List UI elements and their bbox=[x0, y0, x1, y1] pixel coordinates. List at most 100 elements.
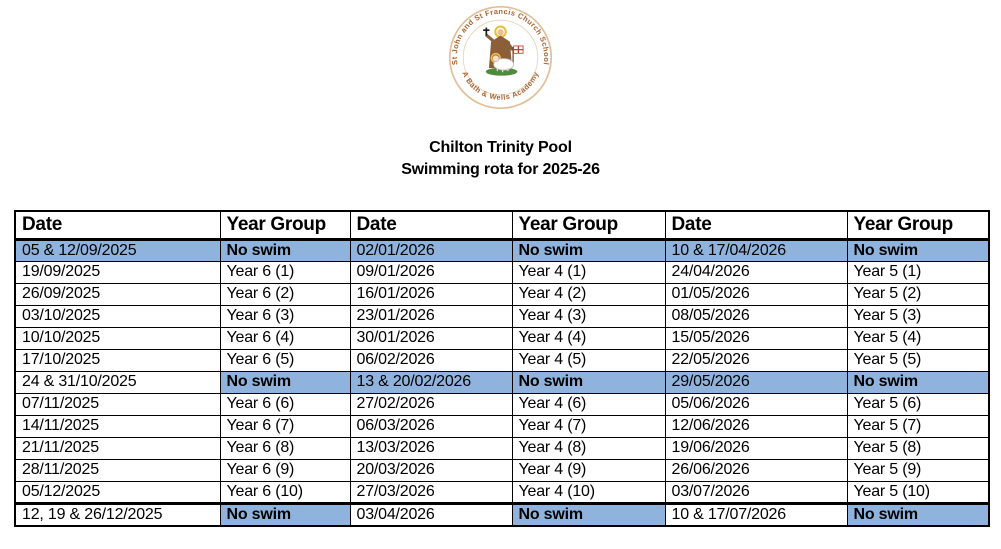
year-group-cell: Year 5 (3) bbox=[846, 304, 990, 328]
year-group-cell: No swim bbox=[511, 370, 666, 394]
column-header: Date bbox=[349, 210, 513, 241]
year-group-cell: Year 5 (1) bbox=[846, 260, 990, 284]
date-cell: 10/10/2025 bbox=[14, 326, 221, 350]
year-group-cell: Year 6 (7) bbox=[219, 414, 351, 438]
year-group-cell: Year 6 (5) bbox=[219, 348, 351, 372]
column-header: Date bbox=[664, 210, 848, 241]
date-cell: 29/05/2026 bbox=[664, 370, 848, 394]
year-group-cell: Year 5 (10) bbox=[846, 480, 990, 504]
column-header: Year Group bbox=[846, 210, 990, 241]
date-cell: 20/03/2026 bbox=[349, 458, 513, 482]
table-row: 19/09/2025 Year 6 (1) 09/01/2026 Year 4 (1)… bbox=[14, 260, 990, 284]
date-cell: 26/09/2025 bbox=[14, 282, 221, 306]
date-cell: 28/11/2025 bbox=[14, 458, 221, 482]
title-line-1: Chilton Trinity Pool bbox=[429, 139, 572, 156]
table-row: 14/11/2025 Year 6 (7) 06/03/2026 Year 4 (7)… bbox=[14, 414, 990, 438]
table-row: 10/10/2025 Year 6 (4) 30/01/2026 Year 4 (4)… bbox=[14, 326, 990, 350]
date-cell: 22/05/2026 bbox=[664, 348, 848, 372]
date-cell: 06/03/2026 bbox=[349, 414, 513, 438]
year-group-cell: Year 6 (3) bbox=[219, 304, 351, 328]
year-group-cell: Year 5 (6) bbox=[846, 392, 990, 416]
year-group-cell: Year 4 (3) bbox=[511, 304, 666, 328]
year-group-cell: Year 6 (9) bbox=[219, 458, 351, 482]
date-cell: 03/10/2025 bbox=[14, 304, 221, 328]
date-cell: 30/01/2026 bbox=[349, 326, 513, 350]
year-group-cell: Year 4 (8) bbox=[511, 436, 666, 460]
table-row: 26/09/2025 Year 6 (2) 16/01/2026 Year 4 (2)… bbox=[14, 282, 990, 306]
year-group-cell: No swim bbox=[219, 238, 351, 262]
table-row: 05 & 12/09/2025 No swim 02/01/2026 No swim 1… bbox=[14, 238, 990, 262]
date-cell: 05 & 12/09/2025 bbox=[14, 238, 221, 262]
year-group-cell: No swim bbox=[846, 501, 990, 526]
year-group-cell: Year 4 (10) bbox=[511, 480, 666, 504]
year-group-cell: Year 4 (6) bbox=[511, 392, 666, 416]
year-group-cell: No swim bbox=[219, 501, 351, 526]
swim-table-body: 05 & 12/09/2025 No swim 02/01/2026 No swim 1… bbox=[14, 238, 990, 526]
year-group-cell: Year 5 (7) bbox=[846, 414, 990, 438]
date-cell: 23/01/2026 bbox=[349, 304, 513, 328]
date-cell: 19/09/2025 bbox=[14, 260, 221, 284]
date-cell: 07/11/2025 bbox=[14, 392, 221, 416]
date-cell: 03/07/2026 bbox=[664, 480, 848, 504]
date-cell: 24/04/2026 bbox=[664, 260, 848, 284]
date-cell: 12/06/2026 bbox=[664, 414, 848, 438]
column-header: Year Group bbox=[511, 210, 666, 241]
year-group-cell: Year 6 (1) bbox=[219, 260, 351, 284]
date-cell: 06/02/2026 bbox=[349, 348, 513, 372]
column-header: Date bbox=[14, 210, 221, 241]
date-cell: 10 & 17/07/2026 bbox=[664, 501, 848, 526]
year-group-cell: Year 5 (4) bbox=[846, 326, 990, 350]
date-cell: 01/05/2026 bbox=[664, 282, 848, 306]
date-cell: 16/01/2026 bbox=[349, 282, 513, 306]
table-row: 17/10/2025 Year 6 (5) 06/02/2026 Year 4 (5)… bbox=[14, 348, 990, 372]
year-group-cell: Year 4 (1) bbox=[511, 260, 666, 284]
date-cell: 03/04/2026 bbox=[349, 501, 513, 526]
page: { "logo": { "icon": "school-crest-logo",… bbox=[0, 5, 1001, 549]
date-cell: 05/06/2026 bbox=[664, 392, 848, 416]
year-group-cell: Year 5 (5) bbox=[846, 348, 990, 372]
date-cell: 13/03/2026 bbox=[349, 436, 513, 460]
date-cell: 02/01/2026 bbox=[349, 238, 513, 262]
table-row: 21/11/2025 Year 6 (8) 13/03/2026 Year 4 (8)… bbox=[14, 436, 990, 460]
swim-table-head-row: Date Year Group Date Year Group Date Year Gro… bbox=[14, 210, 990, 241]
date-cell: 10 & 17/04/2026 bbox=[664, 238, 848, 262]
date-cell: 27/02/2026 bbox=[349, 392, 513, 416]
year-group-cell: No swim bbox=[846, 370, 990, 394]
title-line-2: Swimming rota for 2025-26 bbox=[401, 161, 600, 178]
date-cell: 24 & 31/10/2025 bbox=[14, 370, 221, 394]
date-cell: 05/12/2025 bbox=[14, 480, 221, 504]
date-cell: 19/06/2026 bbox=[664, 436, 848, 460]
column-header: Year Group bbox=[219, 210, 351, 241]
table-row: 24 & 31/10/2025 No swim 13 & 20/02/2026 No … bbox=[14, 370, 990, 394]
document-title: Chilton Trinity Pool Swimming rota for 2… bbox=[0, 137, 1001, 181]
date-cell: 12, 19 & 26/12/2025 bbox=[14, 501, 221, 526]
table-row: 03/10/2025 Year 6 (3) 23/01/2026 Year 4 (3)… bbox=[14, 304, 990, 328]
year-group-cell: Year 6 (10) bbox=[219, 480, 351, 504]
table-row: 12, 19 & 26/12/2025 No swim 03/04/2026 No s… bbox=[14, 501, 990, 526]
year-group-cell: Year 4 (7) bbox=[511, 414, 666, 438]
year-group-cell: No swim bbox=[846, 238, 990, 262]
year-group-cell: No swim bbox=[219, 370, 351, 394]
table-row: 07/11/2025 Year 6 (6) 27/02/2026 Year 4 (6)… bbox=[14, 392, 990, 416]
date-cell: 13 & 20/02/2026 bbox=[349, 370, 513, 394]
date-cell: 17/10/2025 bbox=[14, 348, 221, 372]
date-cell: 14/11/2025 bbox=[14, 414, 221, 438]
school-crest-logo: St John and St Francis Church School A B… bbox=[448, 5, 553, 110]
year-group-cell: Year 6 (2) bbox=[219, 282, 351, 306]
year-group-cell: No swim bbox=[511, 238, 666, 262]
date-cell: 21/11/2025 bbox=[14, 436, 221, 460]
table-row: 28/11/2025 Year 6 (9) 20/03/2026 Year 4 (9)… bbox=[14, 458, 990, 482]
school-crest-icon: St John and St Francis Church School A B… bbox=[448, 5, 553, 110]
year-group-cell: Year 4 (5) bbox=[511, 348, 666, 372]
year-group-cell: Year 5 (9) bbox=[846, 458, 990, 482]
year-group-cell: Year 4 (2) bbox=[511, 282, 666, 306]
year-group-cell: Year 4 (4) bbox=[511, 326, 666, 350]
year-group-cell: Year 4 (9) bbox=[511, 458, 666, 482]
year-group-cell: Year 6 (8) bbox=[219, 436, 351, 460]
year-group-cell: Year 5 (8) bbox=[846, 436, 990, 460]
saint-and-lamb-illustration bbox=[483, 25, 524, 76]
table-row: 05/12/2025 Year 6 (10) 27/03/2026 Year 4 (1… bbox=[14, 480, 990, 504]
date-cell: 08/05/2026 bbox=[664, 304, 848, 328]
year-group-cell: No swim bbox=[511, 501, 666, 526]
date-cell: 15/05/2026 bbox=[664, 326, 848, 350]
